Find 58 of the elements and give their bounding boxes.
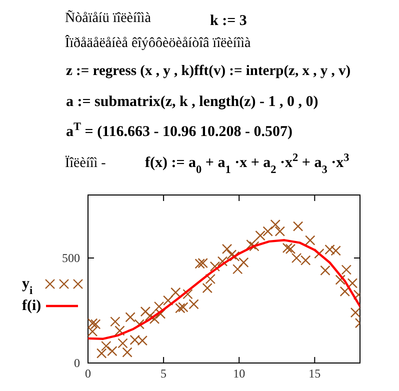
point	[125, 312, 136, 322]
point	[255, 230, 266, 241]
point	[182, 289, 193, 300]
point	[320, 265, 330, 276]
point	[88, 326, 98, 337]
point	[232, 264, 243, 274]
text: a := submatrix(z, k , length(z) - 1 , 0 , 0)	[66, 94, 318, 110]
point	[222, 244, 232, 254]
point	[305, 235, 316, 246]
legend-label: y$_{i}$	[22, 276, 33, 297]
point	[202, 282, 212, 294]
point	[246, 239, 256, 250]
legend-label: f(i)	[22, 298, 42, 314]
x-tick-label: 10	[233, 366, 246, 381]
point	[194, 258, 205, 269]
point	[205, 274, 216, 284]
point	[154, 301, 164, 312]
text: Ïîëèíîì -	[65, 155, 106, 171]
y-tick-label: 500	[62, 250, 80, 265]
point	[270, 220, 280, 230]
point	[178, 302, 188, 312]
point	[249, 241, 260, 252]
point	[238, 257, 249, 268]
point	[210, 261, 220, 272]
x-tick-label: 0	[85, 366, 91, 381]
point	[347, 278, 358, 288]
point	[175, 303, 186, 314]
point	[110, 316, 120, 327]
point	[285, 244, 296, 254]
point	[114, 326, 125, 336]
point	[170, 287, 181, 298]
point	[217, 256, 228, 266]
point	[292, 221, 304, 232]
point	[122, 347, 132, 358]
text: f(x) := a$_{0}$ + a$_{1}$ ·x + a$_{2}$ ·x$^{2}$ + a$_{3}$ ·x$^{3}$	[145, 152, 350, 176]
point	[101, 340, 112, 352]
x-tick-label: 15	[308, 366, 321, 381]
point	[149, 314, 160, 324]
text: k := 3	[210, 13, 247, 29]
text: z := regress (x , y , k)fft(v) := interp(z, x , y , v)	[66, 63, 351, 79]
point	[140, 306, 151, 317]
point	[118, 338, 128, 348]
text: Îïðåäåëåíèå êîýôôèöèåíòîâ ïîëèíîìà	[65, 34, 252, 51]
point	[350, 308, 360, 318]
line-series	[88, 239, 360, 340]
point	[162, 295, 174, 306]
point	[88, 318, 98, 328]
point	[188, 299, 199, 310]
point	[340, 286, 350, 296]
point	[90, 319, 101, 330]
point	[226, 250, 237, 260]
text: Ñòåïåíü ïîëèíîìà	[65, 10, 152, 26]
x-tick-label: 5	[160, 366, 167, 381]
point	[341, 264, 352, 275]
point	[335, 274, 346, 285]
text: a$^{T}$ = (116.663 - 10.96 10.208 - 0.507)	[66, 121, 292, 140]
point	[282, 242, 293, 254]
point	[198, 258, 208, 268]
